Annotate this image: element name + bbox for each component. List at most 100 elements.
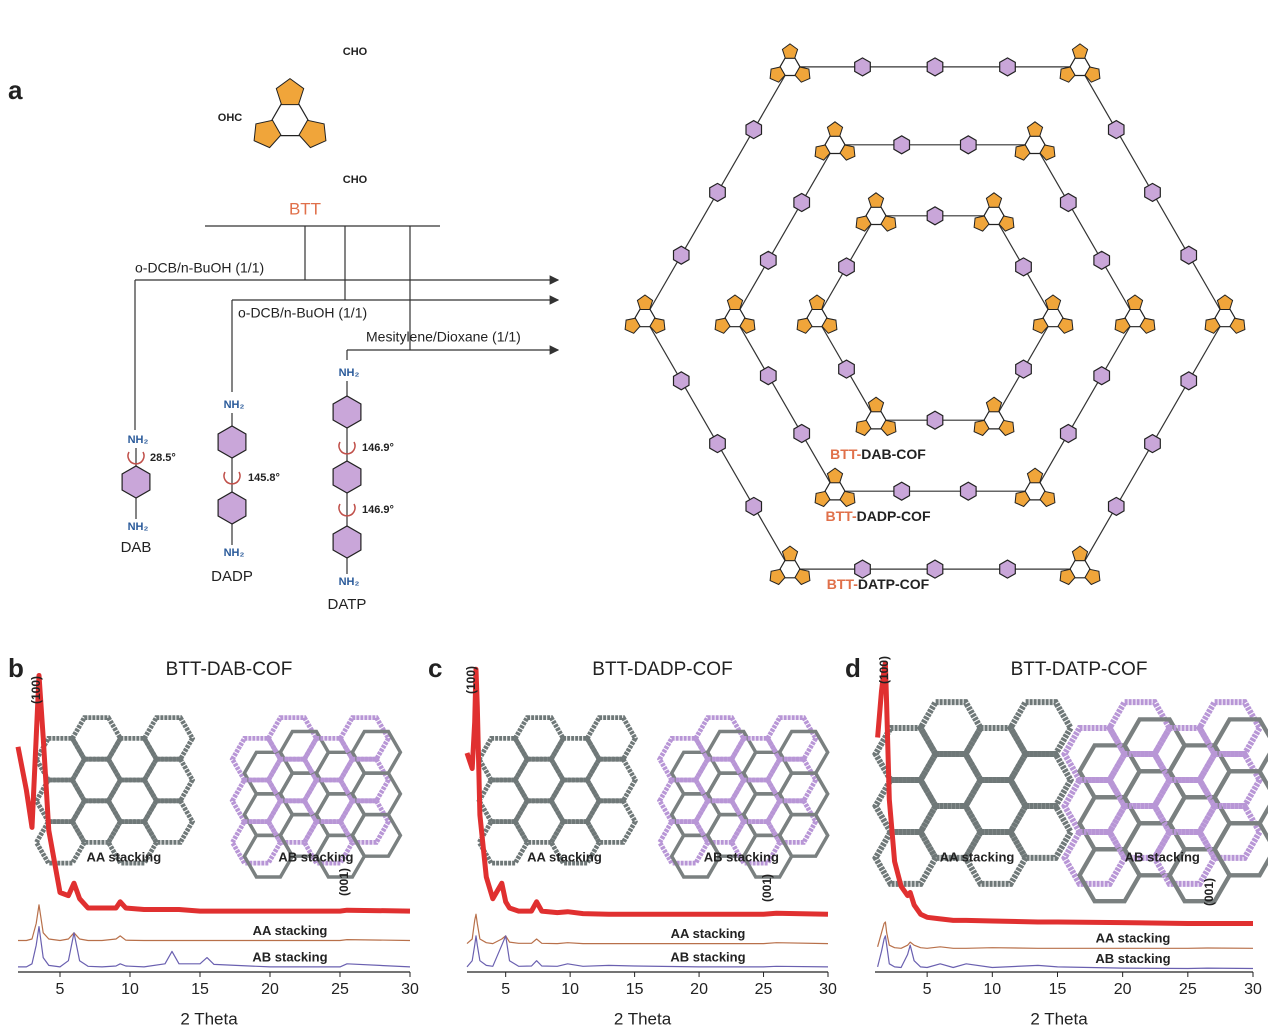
thiophene-ring — [867, 192, 885, 208]
thiophene-ring — [253, 119, 282, 149]
thiophene-ring — [985, 396, 1003, 413]
thiophene-ring — [739, 317, 756, 334]
thiophene-ring — [1039, 144, 1056, 161]
thiophene-ring — [1084, 66, 1101, 83]
x-tick-label: 30 — [401, 981, 419, 998]
benzene-ring — [959, 481, 977, 501]
series-label: AA stacking — [671, 926, 746, 941]
thiophene-ring — [1059, 568, 1076, 586]
thiophene-ring — [298, 119, 327, 149]
x-axis-label: 2 Theta — [180, 1009, 238, 1028]
panel-label: d — [845, 653, 861, 683]
benzene-ring — [1144, 182, 1161, 203]
series-label: AB stacking — [670, 949, 745, 964]
thiophene-ring — [649, 317, 666, 334]
thiophene-ring — [1014, 144, 1031, 161]
panel-label: b — [8, 653, 24, 683]
thiophene-ring — [855, 215, 872, 232]
simulated-pattern — [18, 926, 411, 968]
thiophene-ring — [769, 568, 786, 586]
benzene-ring — [793, 192, 811, 213]
thiophene-ring — [826, 467, 844, 484]
benzene-ring — [1107, 119, 1125, 140]
thiophene-ring — [1059, 66, 1076, 83]
thiophene-ring — [821, 317, 838, 334]
thiophene-ring — [814, 490, 831, 508]
benzene-ring — [1015, 359, 1032, 379]
cof-name: DAB-COF — [861, 446, 926, 462]
x-tick-label: 20 — [690, 981, 708, 998]
thiophene-ring — [973, 419, 990, 437]
benzene-ring — [672, 245, 690, 265]
thiophene-ring — [973, 215, 990, 232]
thiophene-ring — [796, 317, 813, 334]
thiophene-ring — [839, 490, 856, 508]
structure-inset — [1061, 699, 1268, 904]
x-tick-label: 20 — [1114, 981, 1132, 998]
benzene-ring — [854, 559, 871, 579]
benzene-ring — [759, 366, 777, 386]
series-label: AB stacking — [252, 949, 327, 964]
amine-label: NH₂ — [224, 547, 245, 559]
thiophene-ring — [794, 66, 811, 83]
torsion-angle: 146.9° — [362, 442, 394, 454]
benzene-ring — [332, 525, 362, 559]
benzene-ring — [672, 371, 690, 391]
benzene-ring — [926, 559, 944, 579]
cof-prefix: BTT- — [830, 446, 861, 462]
measured-pattern — [15, 673, 411, 914]
aldehyde-label: CHO — [343, 46, 368, 58]
benzene-ring — [999, 57, 1016, 77]
aldehyde-label: OHC — [218, 112, 243, 124]
benzene-ring — [745, 496, 763, 517]
structure-inset — [229, 715, 403, 879]
thiophene-ring — [1057, 317, 1074, 334]
benzene-ring — [838, 257, 855, 277]
thiophene-ring — [624, 317, 641, 334]
thiophene-ring — [839, 144, 856, 161]
peak-annotation: (100) — [29, 676, 43, 704]
benzene-ring — [1015, 257, 1032, 277]
thiophene-ring — [714, 317, 731, 334]
thiophene-ring — [998, 215, 1015, 232]
thiophene-ring — [1032, 317, 1049, 334]
monomer-label: DAB — [121, 539, 152, 556]
thiophene-ring — [1026, 467, 1044, 484]
benzene-ring — [793, 423, 811, 444]
benzene-ring — [759, 250, 777, 270]
panel-label: c — [428, 653, 442, 683]
thiophene-ring — [867, 396, 885, 413]
thiophene-ring — [769, 66, 786, 83]
cof-label: BTT-DATP-COF — [827, 576, 930, 592]
thiophene-ring — [814, 144, 831, 161]
benzene-ring — [854, 57, 871, 77]
amine-label: NH₂ — [339, 576, 360, 588]
thiophene-ring — [880, 419, 897, 437]
connector — [734, 144, 836, 319]
benzene-ring — [745, 119, 763, 140]
inset-label: AB stacking — [278, 849, 353, 864]
pore-offset — [1212, 821, 1268, 878]
cof-prefix: BTT- — [826, 508, 857, 524]
thiophene-ring — [1139, 317, 1156, 334]
x-axis-label: 2 Theta — [1030, 1009, 1088, 1028]
thiophene-ring — [794, 568, 811, 586]
benzene-ring — [332, 460, 362, 494]
thiophene-ring — [1084, 568, 1101, 586]
benzene-ring — [1059, 192, 1077, 213]
measured-pattern — [875, 660, 1253, 926]
chart-title: BTT-DADP-COF — [592, 659, 732, 680]
structure-inset — [656, 715, 830, 879]
thiophene-ring — [1071, 545, 1089, 562]
connector — [734, 317, 836, 492]
x-tick-label: 10 — [561, 981, 579, 998]
x-tick-label: 5 — [501, 981, 510, 998]
torsion-angle: 146.9° — [362, 504, 394, 516]
series-label: AA stacking — [253, 923, 328, 938]
monomer-label: DATP — [328, 596, 367, 613]
x-tick-label: 5 — [923, 981, 932, 998]
benzene-ring — [709, 433, 726, 454]
benzene-ring — [121, 465, 151, 499]
pore-offset — [350, 812, 403, 858]
amine-label: NH₂ — [224, 399, 245, 411]
